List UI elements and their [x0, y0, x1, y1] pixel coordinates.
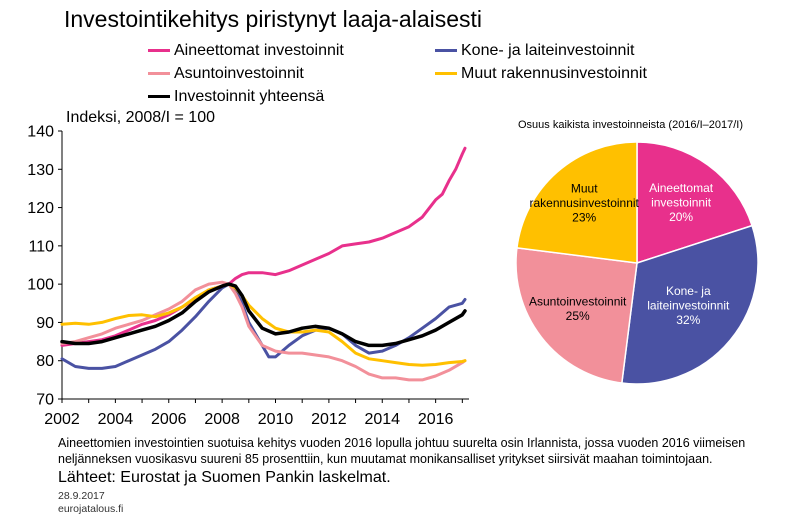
legend-label: Asuntoinvestoinnit	[174, 65, 304, 82]
legend-swatch	[148, 72, 170, 76]
footnote: Aineettomien investointien suotuisa kehi…	[58, 436, 746, 466]
pie-slice-kone-ja-laiteinvestoinnit	[620, 224, 759, 385]
x-tick-label: 2006	[151, 411, 187, 428]
pie-category-label: Aineettomat	[649, 181, 714, 195]
y-tick-label: 80	[36, 353, 54, 370]
legend-swatch	[435, 72, 457, 76]
legend-item-aineettomat-investoinnit: Aineettomat investoinnit	[148, 42, 344, 60]
pie-value-label: 32%	[676, 313, 700, 327]
pie-category-label: Kone- ja	[666, 284, 711, 298]
chart-axes: 70 80 90 100 110 120 130 140 2002 2004 2006 2008 201…	[27, 124, 469, 428]
pie-value-label: 23%	[572, 211, 596, 225]
legend-item-kone-ja-laiteinvestoinnit: Kone- ja laiteinvestoinnit	[435, 42, 634, 60]
y-tick-label: 70	[36, 392, 54, 409]
x-tick-label: 2008	[204, 411, 240, 428]
legend-item-muut-rakennusinvestoinnit: Muut rakennusinvestoinnit	[435, 65, 647, 83]
pie-category-label: rakennusinvestoinnit	[529, 196, 639, 210]
y-tick-label: 130	[27, 162, 54, 179]
series-line-aineettomat-investoinnit	[60, 146, 467, 347]
series-line-muut-rakennusinvestoinnit	[60, 282, 467, 367]
site-name: eurojatalous.fi	[58, 503, 124, 515]
pie-slices	[515, 141, 759, 385]
sources-text: Lähteet: Eurostat ja Suomen Pankin laske…	[58, 469, 391, 486]
legend-label: Muut rakennusinvestoinnit	[461, 65, 647, 82]
page-title: Investointikehitys piristynyt laaja-alai…	[64, 6, 483, 32]
y-axis-label: Indeksi, 2008/I = 100	[66, 109, 215, 126]
legend-swatch	[148, 49, 170, 53]
pie-slice-asuntoinvestoinnit	[515, 246, 638, 384]
legend-label: Investoinnit yhteensä	[174, 88, 325, 105]
x-tick-label: 2012	[311, 411, 347, 428]
legend-swatch	[435, 49, 457, 53]
series-line-asuntoinvestoinnit	[60, 280, 467, 382]
pie-category-label: Asuntoinvestoinnit	[529, 295, 627, 309]
publication-date: 28.9.2017	[58, 490, 105, 502]
x-tick-label: 2014	[364, 411, 400, 428]
x-tick-label: 2016	[418, 411, 454, 428]
pie-category-label: laiteinvestoinnit	[647, 298, 730, 312]
x-tick-label: 2010	[258, 411, 294, 428]
y-tick-label: 90	[36, 315, 54, 332]
y-tick-label: 110	[28, 238, 54, 255]
x-tick-label: 2002	[44, 411, 80, 428]
legend-label: Kone- ja laiteinvestoinnit	[461, 42, 635, 59]
legend-item-asuntoinvestoinnit: Asuntoinvestoinnit	[148, 65, 304, 83]
y-tick-label: 120	[27, 200, 54, 217]
legend-label: Aineettomat investoinnit	[174, 42, 344, 59]
pie-category-label: investoinnit	[651, 195, 712, 209]
y-tick-label: 100	[27, 277, 54, 294]
pie-slice-aineettomat-investoinnit	[636, 141, 754, 265]
pie-value-label: 20%	[669, 210, 693, 224]
pie-category-label: Muut	[571, 182, 598, 196]
x-tick-label: 2004	[98, 411, 134, 428]
pie-value-label: 25%	[566, 309, 590, 323]
pie-chart-title: Osuus kaikista investoinneista (2016/I–2…	[518, 119, 744, 131]
legend-swatch	[148, 95, 170, 99]
pie-slice-muut-rakennusinvestoinnit	[516, 141, 638, 264]
y-tick-label: 140	[27, 124, 54, 141]
series-line-investoinnit-yhteens	[60, 282, 467, 348]
legend-item-investoinnit-yhteens: Investoinnit yhteensä	[148, 88, 324, 106]
